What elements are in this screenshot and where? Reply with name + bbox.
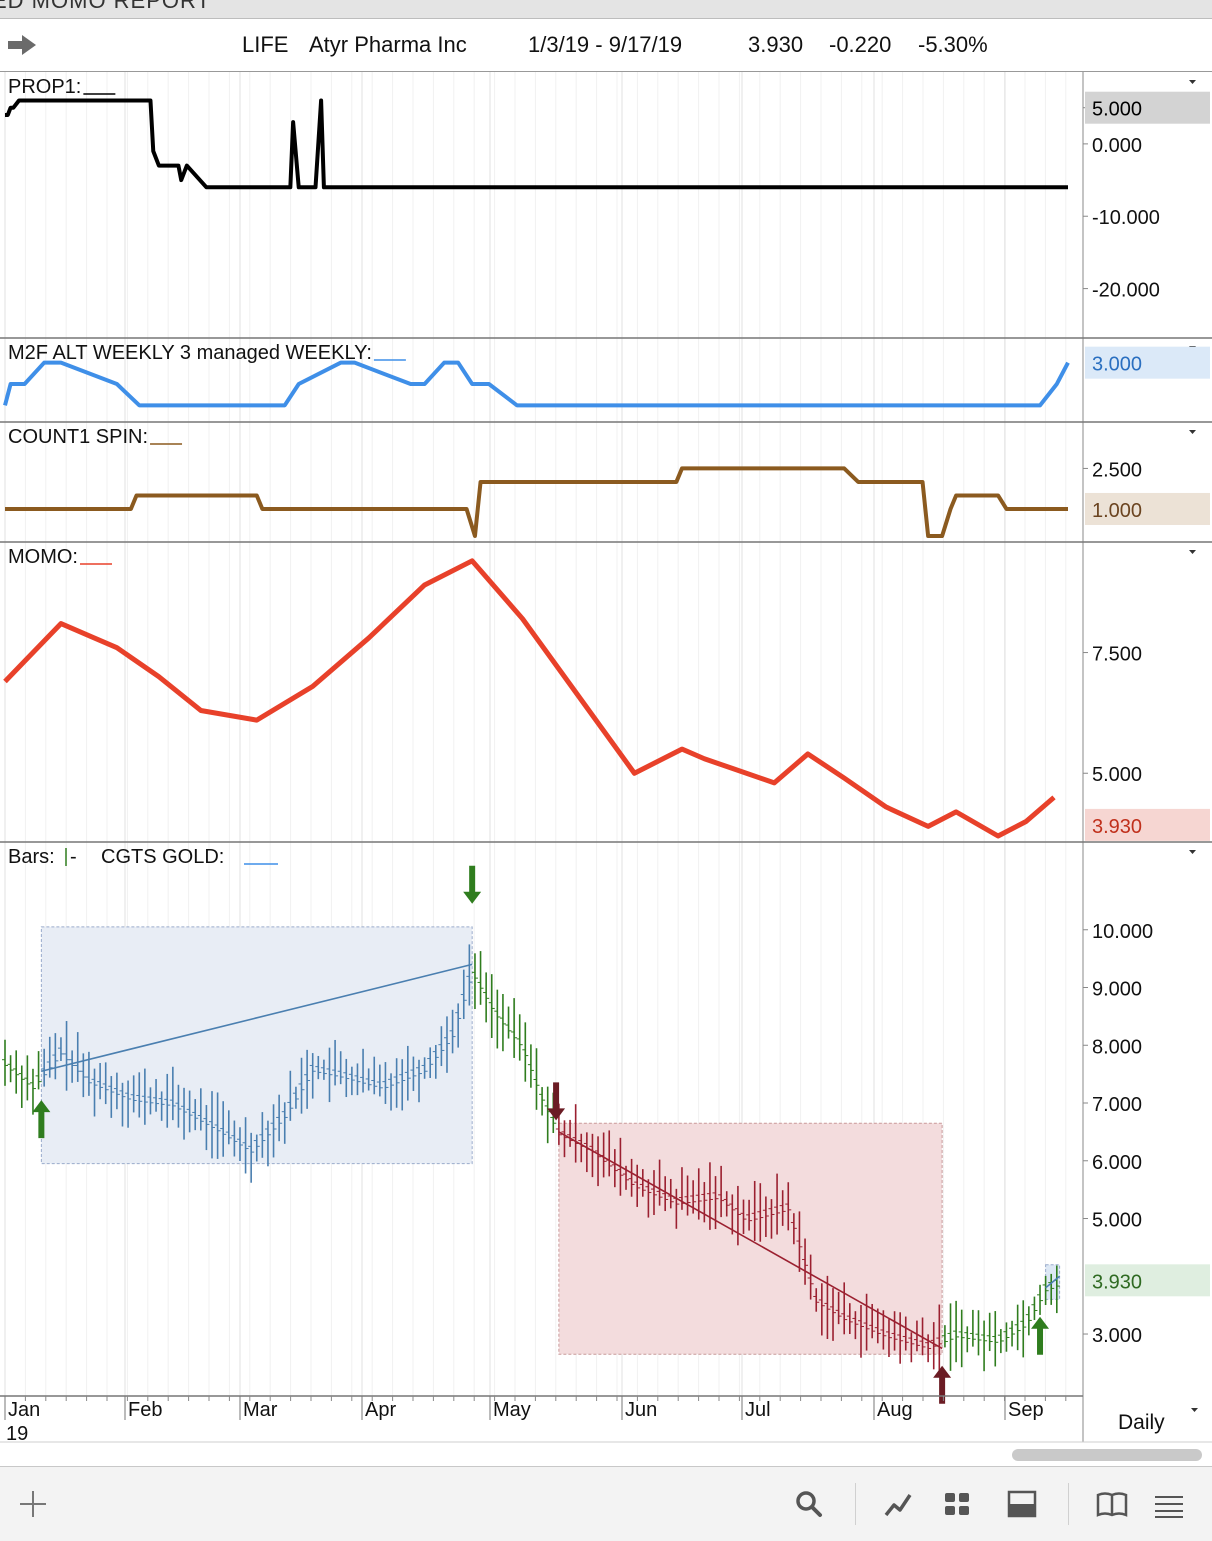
last-value-bars: 3.930: [1092, 1271, 1142, 1293]
company-name: Atyr Pharma Inc: [309, 32, 467, 57]
panel-momo: MOMO: 7.500 5.000 3.930: [0, 541, 1212, 841]
year-label: 19: [6, 1423, 28, 1445]
last-price: 3.930: [748, 32, 804, 57]
month-label-sep: Sep: [1008, 1399, 1044, 1421]
series-count1: [5, 466, 1068, 538]
ytick-bars-1: 9.000: [1092, 979, 1142, 1001]
arrow-down-apr: [463, 865, 482, 904]
panel-m2f: M2F ALT WEEKLY 3 managed WEEKLY: 3.000: [0, 337, 1212, 408]
month-label-jun: Jun: [625, 1399, 657, 1421]
panel-title-count1: COUNT1 SPIN:: [8, 426, 148, 448]
symbol: LIFE: [242, 32, 289, 57]
date-range: 1/3/19 - 9/17/19: [528, 32, 683, 57]
ytick-bars-6: 3.000: [1092, 1325, 1142, 1347]
range-box-red: [558, 1122, 943, 1355]
arrow-down-may: [547, 1082, 566, 1121]
menu-icon[interactable]: [1150, 1485, 1188, 1523]
toolbar-footer: [0, 1466, 1212, 1541]
panel-subtitle-bars: CGTS GOLD:: [101, 846, 224, 868]
last-value-prop1: 5.000: [1092, 99, 1142, 121]
ytick-count1-0: 2.500: [1092, 459, 1142, 481]
panel-title-momo: MOMO:: [8, 546, 78, 568]
grid-icon[interactable]: [938, 1485, 976, 1523]
month-label-feb: Feb: [128, 1399, 162, 1421]
month-label-aug: Aug: [877, 1399, 913, 1421]
search-icon[interactable]: [790, 1485, 828, 1523]
quote-header: LIFE Atyr Pharma Inc 1/3/19 - 9/17/19 3.…: [0, 19, 1212, 72]
price-change-pct: -5.30%: [918, 32, 988, 57]
price-change: -0.220: [829, 32, 892, 57]
price-bars: [2, 865, 1061, 1404]
month-label-mar: Mar: [243, 1399, 278, 1421]
series-prop1: [5, 98, 1068, 190]
trend-icon[interactable]: [880, 1485, 918, 1523]
month-label-jul: Jul: [745, 1399, 771, 1421]
plus-icon[interactable]: [14, 1485, 52, 1523]
series-momo: [3, 558, 1056, 839]
series-m2f: [3, 360, 1070, 408]
arrow-up-sep: [1031, 1316, 1050, 1355]
ytick-momo-1: 5.000: [1092, 764, 1142, 786]
ytick-prop1-1: 0.000: [1092, 135, 1142, 157]
month-label-apr: Apr: [365, 1399, 396, 1421]
last-value-m2f: 3.000: [1092, 354, 1142, 376]
window-title: ED MOMO REPORT: [0, 0, 211, 13]
window-titlebar: ED MOMO REPORT: [0, 0, 1212, 19]
panel-menu-count1[interactable]: [1189, 430, 1196, 434]
arrow-right-icon[interactable]: [6, 33, 38, 57]
panel-title-prop1: PROP1:: [8, 76, 81, 98]
trend-line-red: [558, 1131, 943, 1350]
range-box-blue: [40, 926, 473, 1165]
trend-line-blue: [41, 963, 473, 1073]
last-value-count1: 1.000: [1092, 500, 1142, 522]
arrow-up-aug: [933, 1365, 952, 1404]
svg-text:-: -: [70, 846, 77, 868]
arrow-up-jan: [32, 1100, 51, 1139]
panel-title-m2f: M2F ALT WEEKLY 3 managed WEEKLY:: [8, 342, 372, 364]
panel-menu-momo[interactable]: [1189, 550, 1196, 554]
horizontal-scrollbar[interactable]: [1012, 1449, 1202, 1461]
x-axis: Jan Feb Mar Apr May Jun Jul Aug Sep 19 Daily: [0, 1395, 1212, 1461]
interval-select[interactable]: Daily: [1118, 1411, 1165, 1434]
panel-menu-prop1[interactable]: [1189, 80, 1196, 84]
panel-count1: COUNT1 SPIN: 2.500 1.000: [0, 421, 1212, 538]
ytick-bars-4: 6.000: [1092, 1152, 1142, 1174]
panel-title-bars: Bars:: [8, 846, 55, 868]
ytick-bars-2: 8.000: [1092, 1036, 1142, 1058]
ytick-prop1-3: -20.000: [1092, 280, 1160, 302]
panel-bars: Bars: - CGTS GOLD: 10.000 9.000 8.000 7.000 6.0…: [0, 841, 1212, 1347]
panel-icon[interactable]: [1003, 1485, 1041, 1523]
month-label-jan: Jan: [8, 1399, 40, 1421]
last-value-momo: 3.930: [1092, 816, 1142, 838]
ytick-prop1-2: -10.000: [1092, 207, 1160, 229]
ytick-bars-3: 7.000: [1092, 1094, 1142, 1116]
book-icon[interactable]: [1093, 1485, 1131, 1523]
ytick-bars-0: 10.000: [1092, 921, 1153, 943]
interval-chevron-icon[interactable]: [1191, 1408, 1198, 1412]
month-label-may: May: [493, 1399, 531, 1421]
panel-menu-bars[interactable]: [1189, 850, 1196, 854]
ytick-bars-5: 5.000: [1092, 1210, 1142, 1232]
ytick-momo-0: 7.500: [1092, 644, 1142, 666]
